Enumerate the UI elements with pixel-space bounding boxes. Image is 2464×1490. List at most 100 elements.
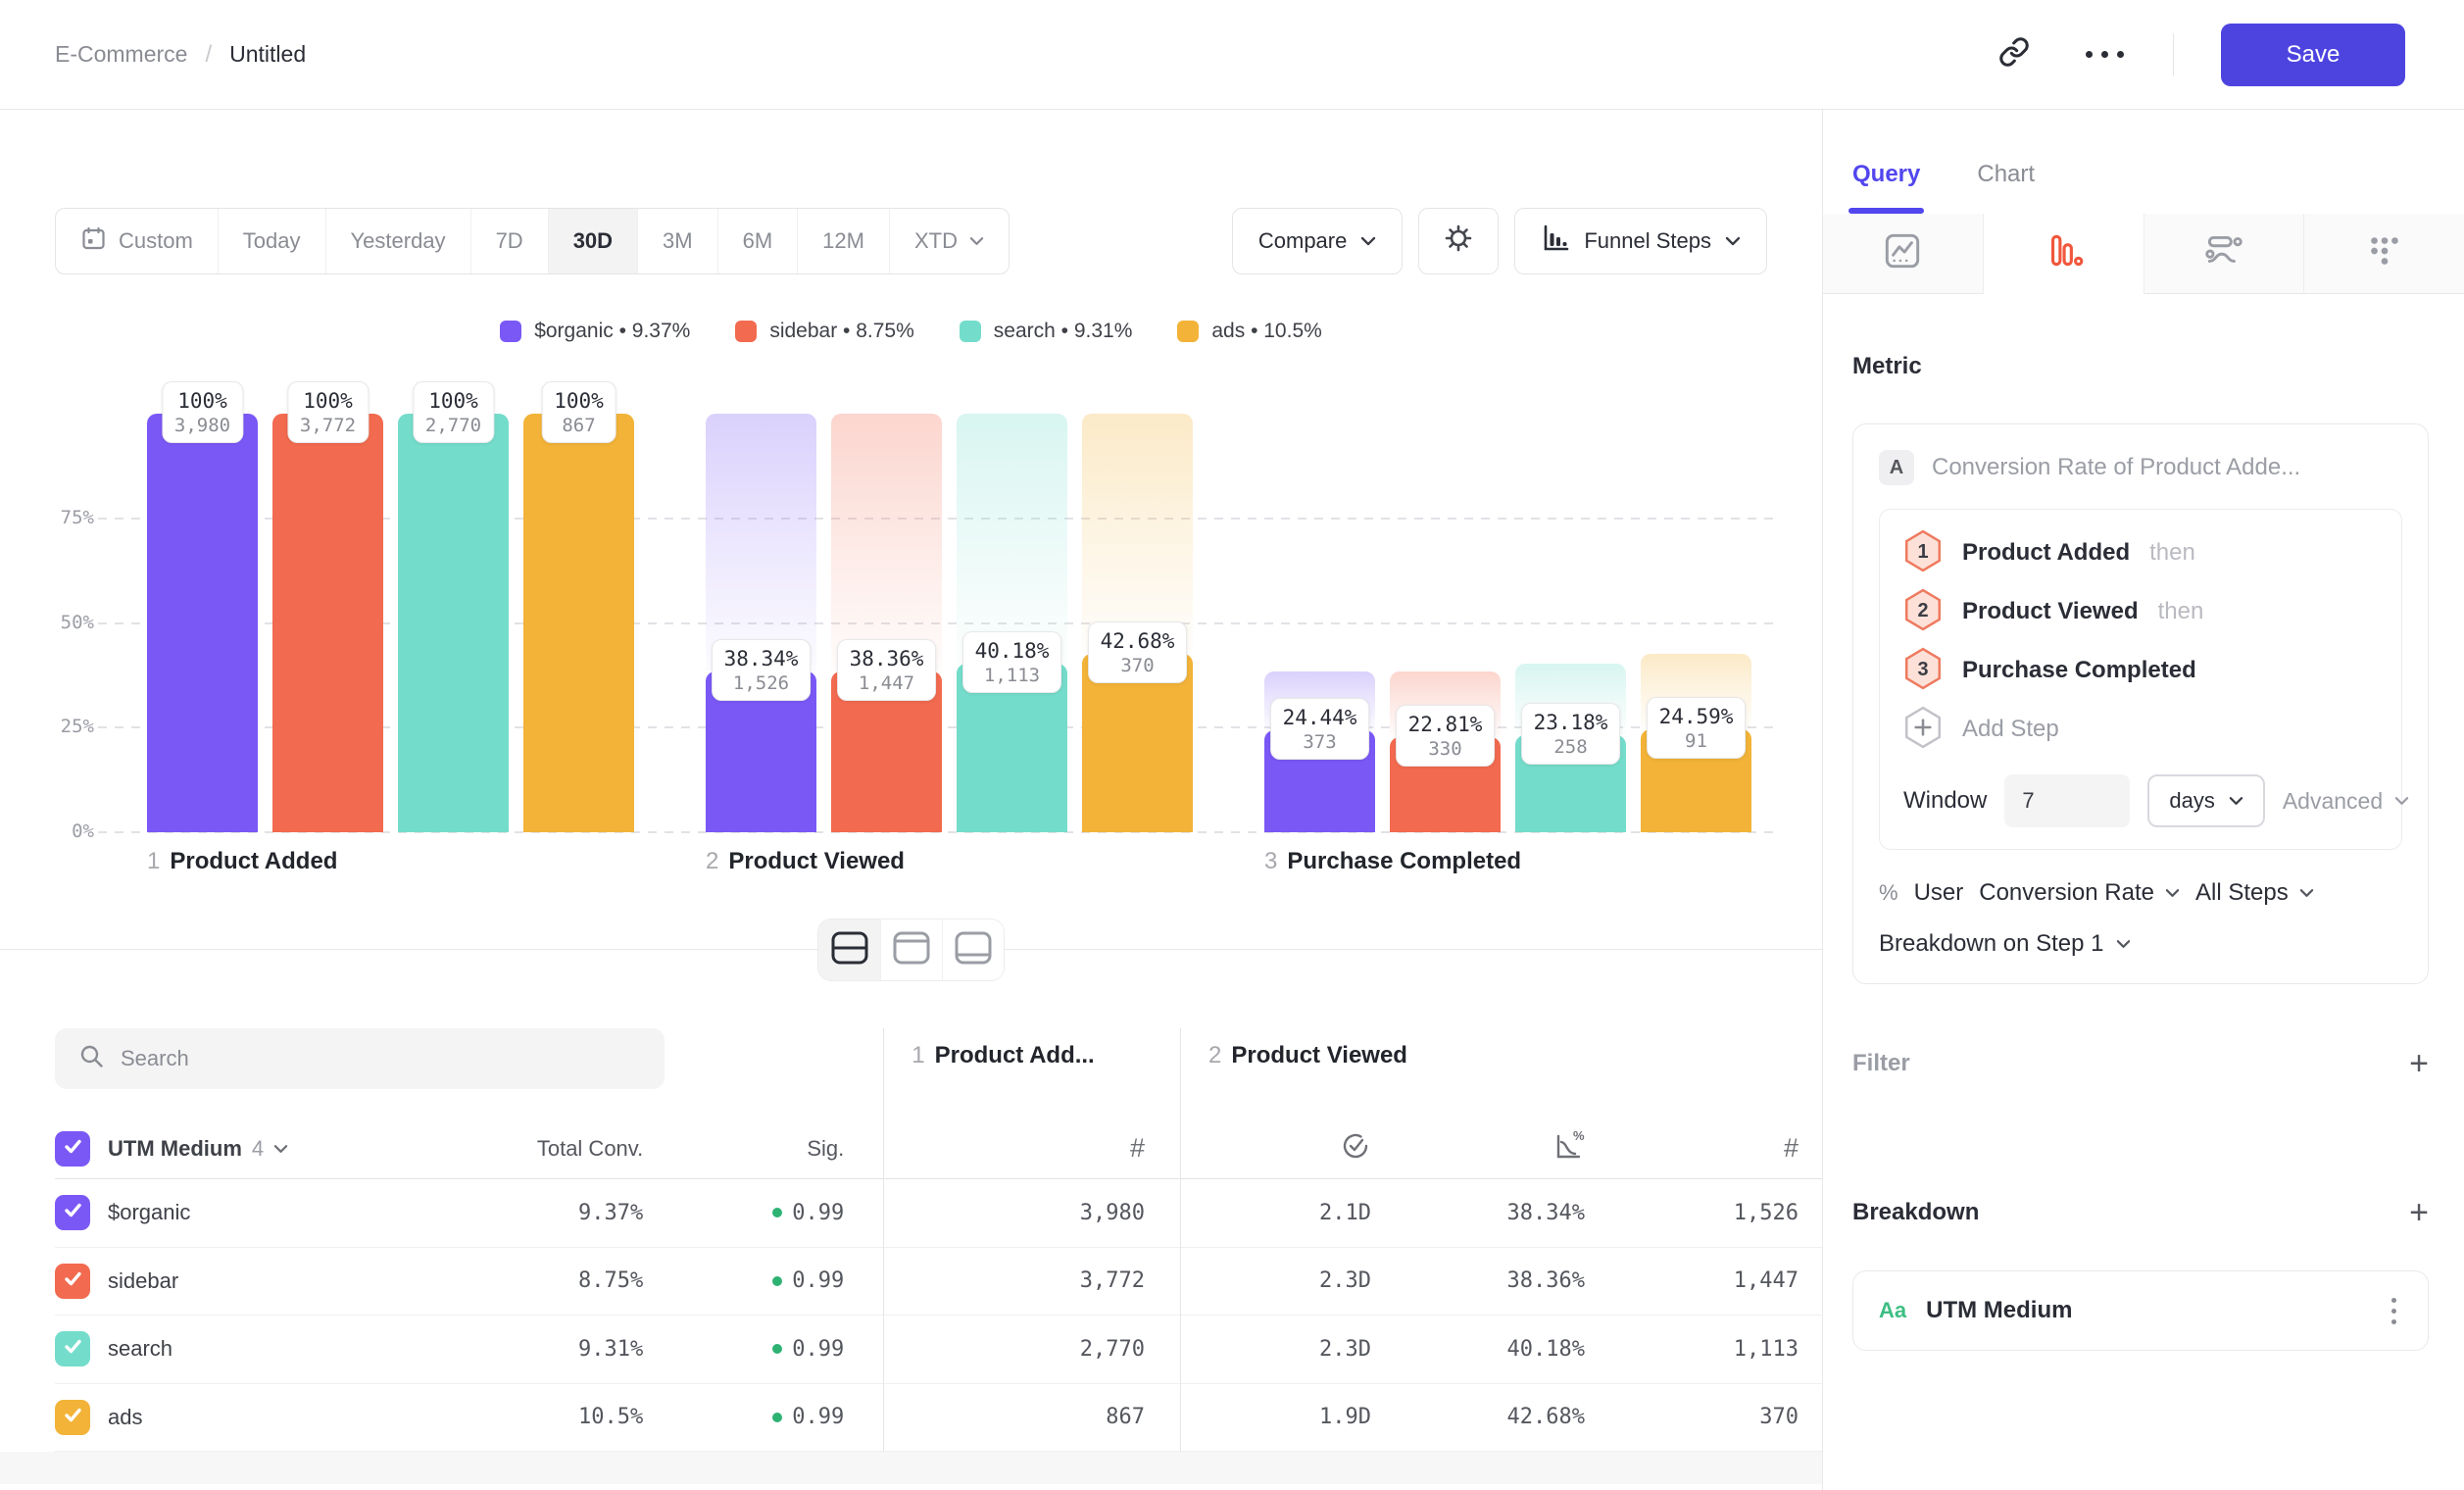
body-split: Custom Today Yesterday 7D 30D 3M 6M 12M XTD Comp…	[0, 110, 2464, 1490]
range-30d[interactable]: 30D	[547, 209, 638, 273]
chevron-down-icon[interactable]	[273, 1144, 288, 1154]
legend-item-ads[interactable]: ads • 10.5%	[1177, 320, 1322, 343]
add-breakdown-button[interactable]: +	[2409, 1194, 2429, 1231]
range-3m[interactable]: 3M	[637, 209, 717, 273]
bar-pct-value: 24.44%	[1282, 705, 1357, 729]
kebab-menu-icon[interactable]	[2386, 1292, 2402, 1330]
row-name[interactable]: ads	[108, 1404, 143, 1429]
count-icon[interactable]: #	[1783, 1133, 1799, 1163]
chart-type-flow[interactable]	[2143, 214, 2304, 294]
bar-sidebar-step1[interactable]	[272, 414, 383, 832]
line-chart-icon	[1880, 228, 1925, 278]
funnel-step-1[interactable]: 1 Product Added then	[1903, 529, 2378, 574]
breadcrumb-current[interactable]: Untitled	[229, 41, 307, 67]
chart-type-grid[interactable]	[2303, 214, 2464, 294]
bar-label-ads-step1: 100% 867	[541, 381, 616, 443]
string-property-icon: Aa	[1879, 1298, 1907, 1322]
bar-organic-step1[interactable]	[147, 414, 258, 832]
breakdown-item-card[interactable]: Aa UTM Medium	[1852, 1270, 2429, 1351]
bar-ads-step1[interactable]	[523, 414, 634, 832]
breakdown-on-step-dropdown[interactable]: Breakdown on Step 1	[1879, 930, 2402, 958]
window-value-input[interactable]	[2004, 774, 2131, 827]
measure-entity[interactable]: User	[1913, 879, 1964, 906]
add-filter-button[interactable]: +	[2409, 1045, 2429, 1082]
search-box[interactable]	[55, 1028, 665, 1089]
chart-settings-button[interactable]	[1418, 208, 1500, 274]
conversion-chart-icon[interactable]: %	[1552, 1128, 1585, 1167]
y-axis-tick-25%: 25%	[60, 716, 94, 738]
window-unit-select[interactable]: days	[2147, 774, 2265, 827]
tab-chart[interactable]: Chart	[1977, 161, 2036, 187]
panel-content: Metric A Conversion Rate of Product Adde…	[1823, 294, 2464, 1490]
range-12m[interactable]: 12M	[797, 209, 889, 273]
range-yesterday[interactable]: Yesterday	[324, 209, 470, 273]
save-button[interactable]: Save	[2221, 23, 2405, 86]
legend-swatch	[959, 321, 981, 342]
row-sig: 0.99	[643, 1405, 844, 1429]
range-today[interactable]: Today	[217, 209, 325, 273]
measure-scope-dropdown[interactable]: All Steps	[2195, 879, 2314, 907]
count-icon[interactable]: #	[1129, 1133, 1145, 1163]
compare-button[interactable]: Compare	[1231, 208, 1404, 274]
bar-ads-step2[interactable]	[1082, 653, 1193, 832]
row-name[interactable]: $organic	[108, 1200, 191, 1225]
chart-type-tabs	[1823, 214, 2464, 294]
more-menu-button[interactable]	[2083, 33, 2126, 76]
metric-badge: A	[1879, 450, 1914, 485]
range-xtd[interactable]: XTD	[888, 209, 1009, 273]
row-step2-count: 370	[1759, 1405, 1799, 1430]
row-checkbox[interactable]	[55, 1399, 90, 1435]
breakdown-property-name: UTM Medium	[1926, 1297, 2073, 1323]
tab-query[interactable]: Query	[1848, 161, 1925, 214]
search-input[interactable]	[121, 1046, 641, 1071]
metric-title-row[interactable]: A Conversion Rate of Product Adde...	[1879, 450, 2402, 485]
legend-swatch	[500, 321, 522, 342]
breadcrumb-project[interactable]: E-Commerce	[55, 41, 188, 67]
view-toggle-row	[0, 919, 1822, 981]
select-all-checkbox[interactable]	[55, 1130, 90, 1167]
step-number: 1	[147, 848, 161, 874]
bar-count-value: 867	[562, 415, 596, 436]
table-row-ads[interactable]: ads 10.5% 0.99	[55, 1384, 884, 1452]
view-toggle-top-panel-view[interactable]	[880, 919, 942, 980]
legend-item-search[interactable]: search • 9.31%	[959, 320, 1132, 343]
range-6m[interactable]: 6M	[716, 209, 798, 273]
chart-style-button[interactable]: Funnel Steps	[1514, 208, 1767, 274]
share-link-button[interactable]	[1993, 33, 2036, 76]
table-footer-strip	[0, 1452, 1822, 1484]
row-name[interactable]: sidebar	[108, 1267, 179, 1293]
step1-column-title: 1 Product Add...	[884, 1028, 1180, 1118]
row-checkbox[interactable]	[55, 1195, 90, 1231]
row-name[interactable]: search	[108, 1336, 173, 1362]
view-toggle-split-view[interactable]	[818, 919, 880, 980]
row-checkbox[interactable]	[55, 1331, 90, 1367]
table-row-organic[interactable]: $organic 9.37% 0.99	[55, 1179, 884, 1248]
advanced-toggle[interactable]: Advanced	[2283, 788, 2409, 815]
row-avg-time: 1.9D	[1319, 1405, 1371, 1430]
date-range-segmented-control: Custom Today Yesterday 7D 30D 3M 6M 12M XTD	[55, 208, 1010, 274]
legend-item-sidebar[interactable]: sidebar • 8.75%	[735, 320, 914, 343]
funnel-step-2[interactable]: 2 Product Viewed then	[1903, 588, 2378, 633]
column-header-sig[interactable]: Sig.	[807, 1135, 845, 1161]
add-step-button[interactable]: Add Step	[1903, 706, 2378, 751]
range-7d[interactable]: 7D	[469, 209, 548, 273]
row-checkbox[interactable]	[55, 1263, 90, 1299]
chart-type-funnel[interactable]	[1982, 214, 2144, 294]
funnel-step-3[interactable]: 3 Purchase Completed	[1903, 647, 2378, 692]
table-row-sidebar[interactable]: sidebar 8.75% 0.99	[55, 1248, 884, 1316]
svg-text:1: 1	[1917, 540, 1928, 562]
chart-type-line[interactable]	[1823, 214, 1983, 294]
table-row-search[interactable]: search 9.31% 0.99	[55, 1316, 884, 1384]
bar-count-value: 373	[1303, 730, 1337, 753]
group-by-label[interactable]: UTM Medium	[108, 1135, 242, 1161]
bar-search-step1[interactable]	[398, 414, 509, 832]
column-header-total-conv[interactable]: Total Conv.	[536, 1135, 644, 1161]
bar-label-organic-step1: 100% 3,980	[161, 381, 244, 443]
chart-style-label: Funnel Steps	[1584, 228, 1711, 253]
legend-item-organic[interactable]: $organic • 9.37%	[500, 320, 690, 343]
step1-number: 1	[912, 1042, 925, 1068]
measure-metric-dropdown[interactable]: Conversion Rate	[1979, 879, 2180, 907]
clock-check-icon[interactable]	[1340, 1130, 1371, 1167]
view-toggle-bottom-panel-view[interactable]	[942, 919, 1004, 980]
range-custom[interactable]: Custom	[56, 209, 218, 273]
